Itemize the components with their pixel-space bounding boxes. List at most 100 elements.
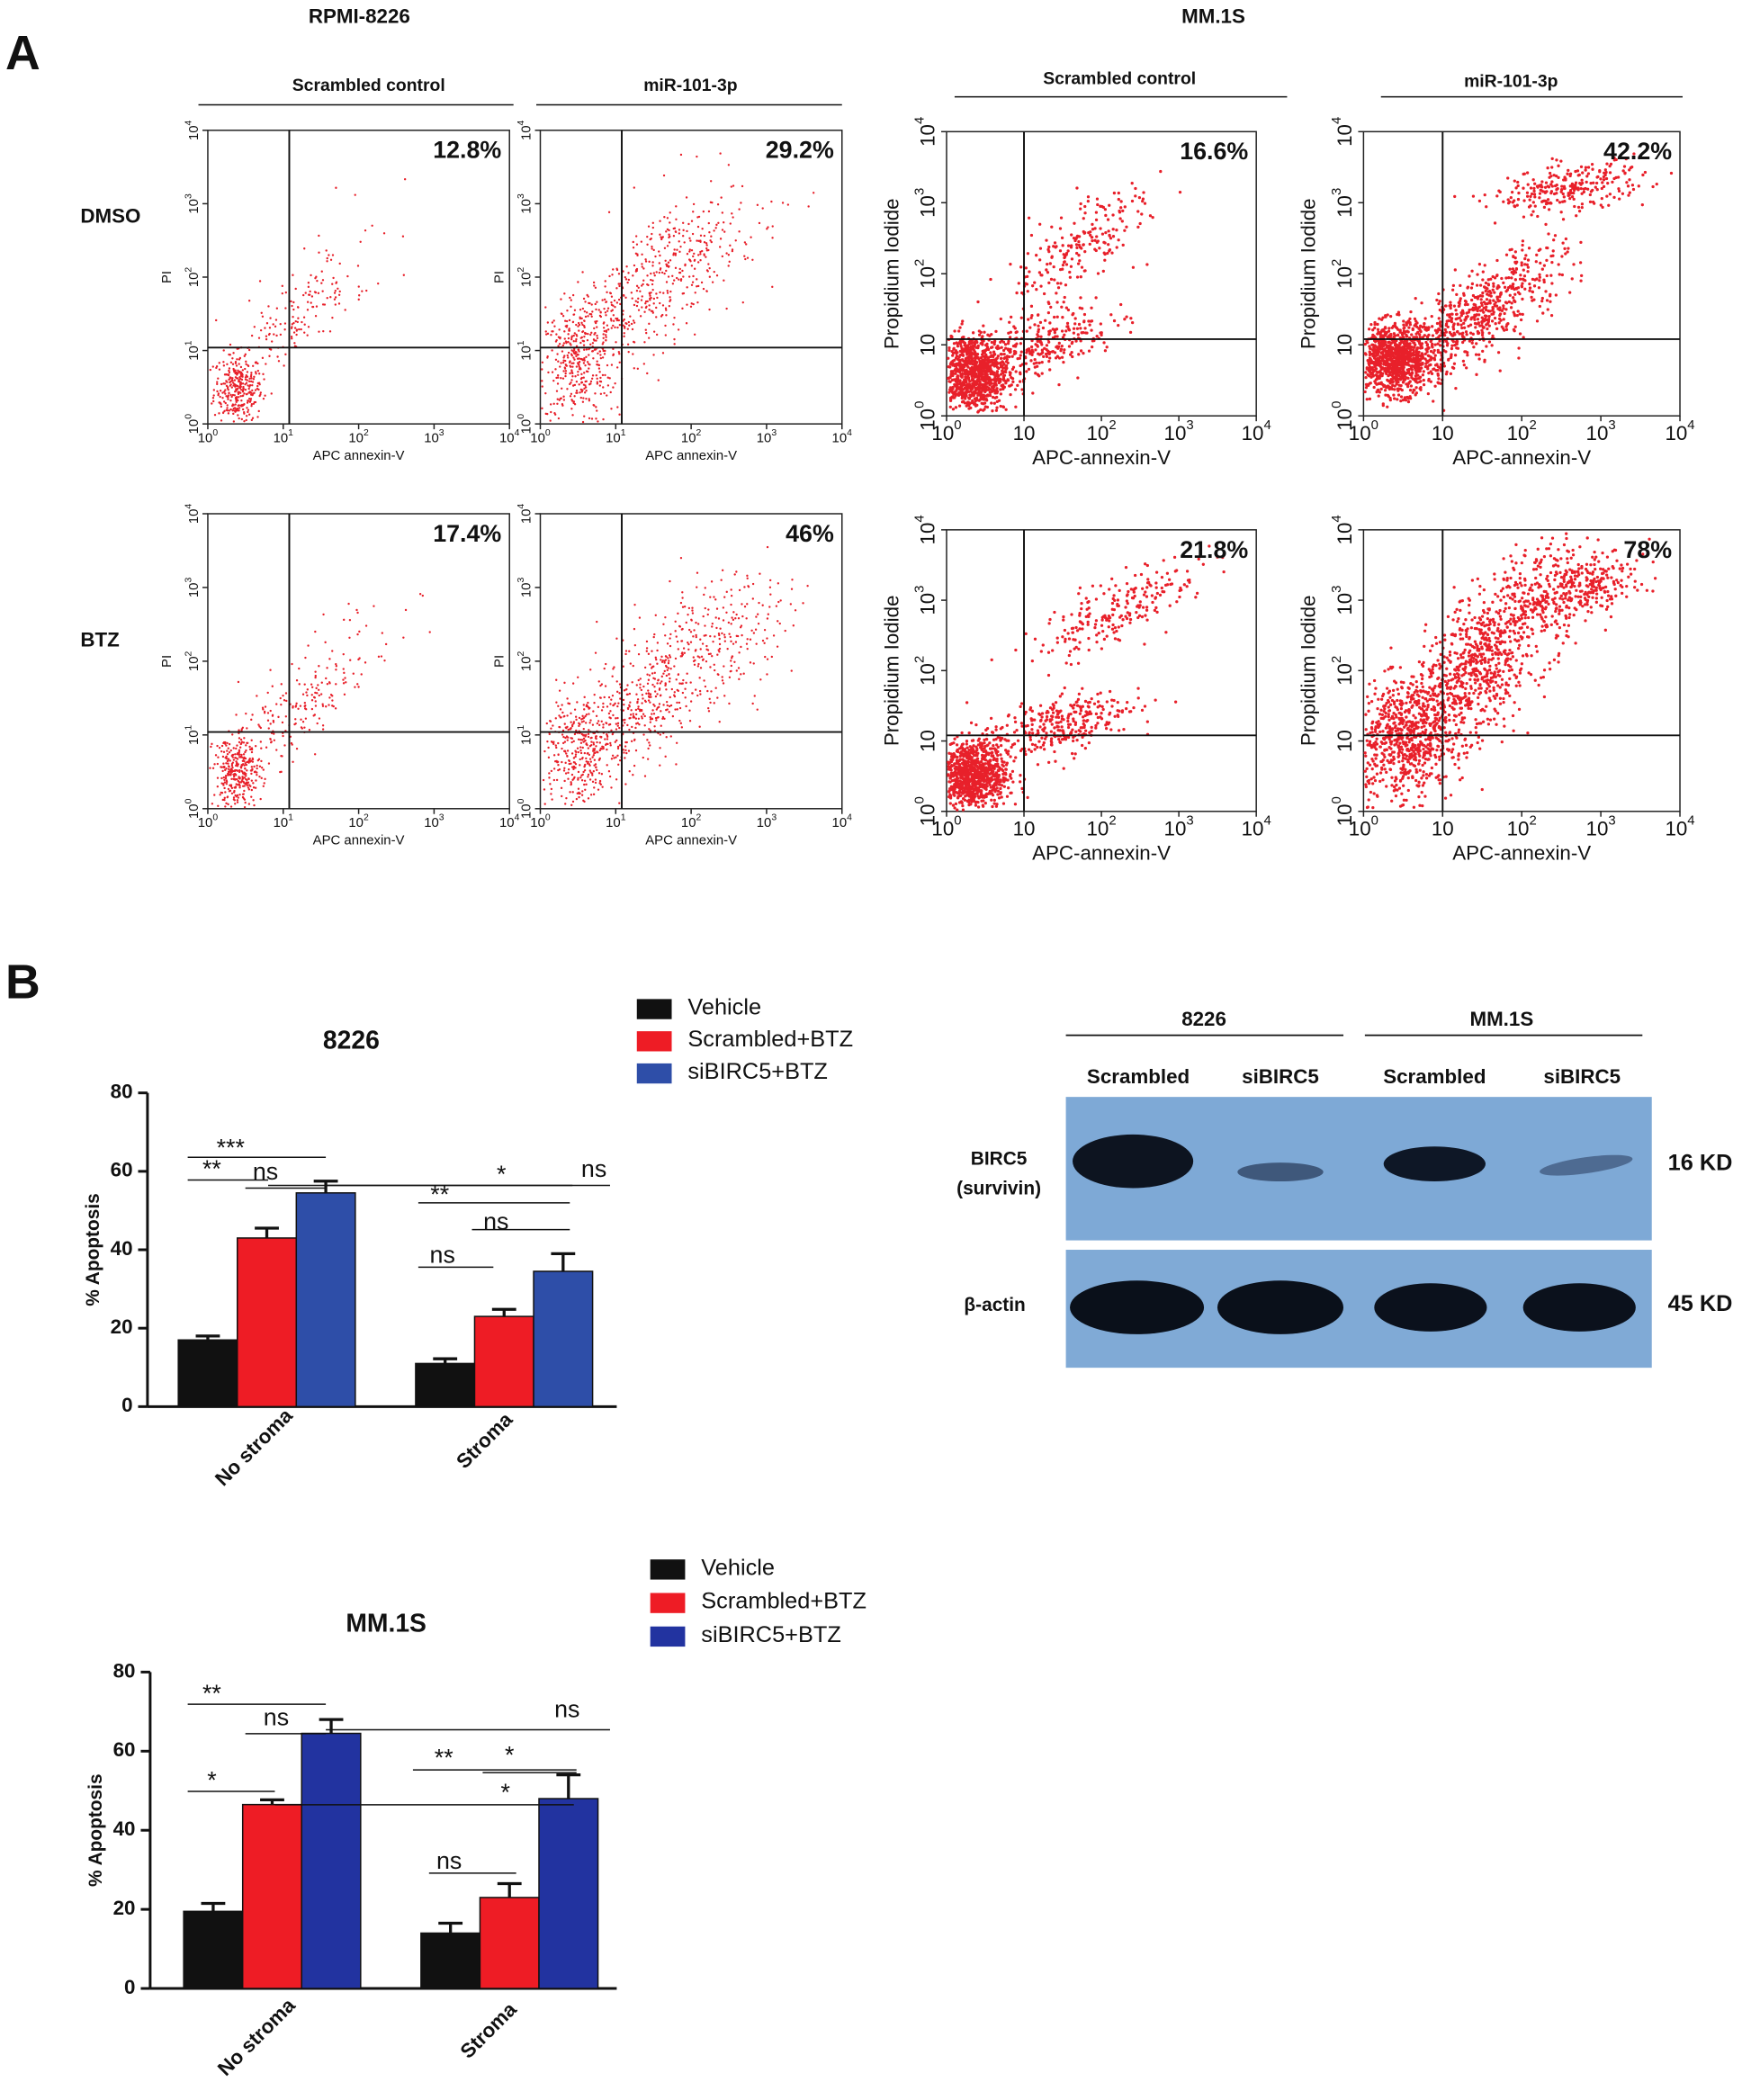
log-tick-label: 103: [1586, 418, 1616, 444]
legend-swatch: [650, 1626, 686, 1647]
tick-base: 10: [520, 583, 534, 598]
tick-base: 10: [187, 803, 202, 819]
tick-exponent: 2: [1330, 656, 1344, 663]
tick-exponent: 3: [1608, 814, 1615, 829]
tick-base: 10: [1333, 266, 1356, 289]
y-axis-label: Propidium Iodide: [880, 198, 902, 349]
tick-base: 10: [681, 816, 696, 830]
tick-exponent: 0: [912, 401, 927, 408]
log-tick-label: 102: [912, 656, 938, 686]
x-axis-label: APC annexin-V: [313, 449, 405, 463]
tick-base: 10: [187, 509, 202, 525]
x-axis-label: APC annexin-V: [645, 449, 737, 463]
significance-label: *: [497, 1161, 507, 1188]
error-bar: [433, 1357, 458, 1364]
tick-base: 10: [424, 816, 439, 830]
y-axis-label: Propidium Iodide: [880, 595, 902, 746]
log-tick-label: 101: [516, 340, 534, 361]
tick-base: 10: [1507, 818, 1530, 840]
tick-exponent: 2: [516, 267, 526, 273]
log-tick-label: 100: [198, 428, 219, 446]
log-tick-label: 104: [184, 504, 202, 525]
tick-base: 10: [1333, 124, 1356, 147]
log-tick-label: 101: [274, 812, 294, 830]
flow-plot: 78%1001001010102102103103104104APC-annex…: [1298, 515, 1695, 864]
blot-row-label: β-actin: [964, 1295, 1025, 1315]
log-tick-label: 102: [1330, 259, 1356, 289]
log-tick-label: 104: [1330, 117, 1356, 147]
tick-exponent: 2: [184, 651, 193, 656]
tick-exponent: 4: [515, 812, 520, 822]
tick-base: 10: [520, 419, 534, 435]
tick-base: 10: [520, 346, 534, 361]
log-tick-label: 100: [198, 812, 219, 830]
quadrant-percent: 46%: [786, 520, 834, 547]
flow-plot: 42.2%1001001010102102103103104104APC-ann…: [1298, 117, 1695, 469]
log-tick-label: 103: [1330, 188, 1356, 218]
condition-label: BTZ: [80, 628, 119, 651]
tick-exponent: 3: [516, 578, 526, 583]
tick-exponent: 3: [439, 812, 444, 822]
significance-label: ns: [436, 1847, 462, 1874]
log-tick-label: 102: [348, 428, 369, 446]
x-axis-label: APC-annexin-V: [1452, 446, 1591, 469]
tick-base: 10: [1333, 663, 1356, 686]
tick-base: 10: [1333, 408, 1356, 431]
tick-exponent: 0: [184, 414, 193, 419]
tick-exponent: 3: [1186, 814, 1193, 829]
legend-label: Scrambled+BTZ: [701, 1589, 867, 1614]
tick-base: 10: [931, 422, 954, 444]
western-blot: 8226 MM.1S Scrambled siBIRC5 Scrambled s…: [956, 1008, 1732, 1369]
log-tick-label: 100: [530, 812, 551, 830]
significance-label: **: [202, 1680, 221, 1707]
tick-base: 10: [530, 431, 545, 445]
band: [1073, 1134, 1194, 1189]
tick-base: 10: [1013, 818, 1036, 840]
error-bar: [313, 1180, 338, 1193]
y-axis-label: % Apoptosis: [83, 1193, 103, 1306]
log-tick-label: 10: [1013, 818, 1036, 840]
y-tick-label: 40: [111, 1237, 133, 1260]
band: [1217, 1280, 1344, 1334]
significance-label: **: [202, 1155, 221, 1182]
error-bar: [438, 1921, 463, 1934]
tick-exponent: 3: [439, 428, 444, 438]
tick-base: 10: [187, 656, 202, 671]
plot-frame: [539, 130, 843, 425]
tick-base: 10: [520, 125, 534, 140]
bar: [241, 1803, 303, 1989]
quadrant-percent: 42.2%: [1603, 138, 1672, 165]
tick-base: 10: [348, 431, 364, 445]
log-tick-label: 103: [912, 586, 938, 615]
log-tick-label: 100: [516, 414, 534, 435]
log-tick-label: 101: [184, 724, 202, 745]
tick-exponent: 4: [1263, 814, 1271, 829]
log-tick-label: 102: [912, 259, 938, 289]
log-tick-label: 102: [516, 651, 534, 671]
bar: [295, 1192, 356, 1408]
tick-exponent: 0: [1330, 401, 1344, 408]
tick-base: 10: [917, 593, 939, 615]
bar: [420, 1932, 481, 1989]
tick-exponent: 1: [516, 724, 526, 730]
tick-base: 10: [1349, 422, 1371, 444]
log-tick-label: 100: [912, 401, 938, 431]
lane-label: Scrambled: [1087, 1065, 1190, 1088]
tick-base: 10: [1432, 422, 1454, 444]
log-tick-label: 100: [184, 414, 202, 435]
log-tick-label: 104: [832, 428, 853, 446]
tick-exponent: 4: [1687, 814, 1694, 829]
quadrant-percent: 12.8%: [433, 137, 501, 164]
y-tick-label: 20: [111, 1315, 133, 1338]
y-axis-label: PI: [493, 271, 507, 283]
tick-base: 10: [606, 431, 621, 445]
blot-group: MM.1S: [1469, 1008, 1533, 1030]
tick-exponent: 2: [1529, 418, 1536, 433]
y-tick-label: 60: [113, 1738, 136, 1761]
legend-swatch: [636, 999, 672, 1019]
tick-base: 10: [1086, 422, 1109, 444]
tick-exponent: 0: [212, 812, 218, 822]
tick-base: 10: [1665, 818, 1687, 840]
